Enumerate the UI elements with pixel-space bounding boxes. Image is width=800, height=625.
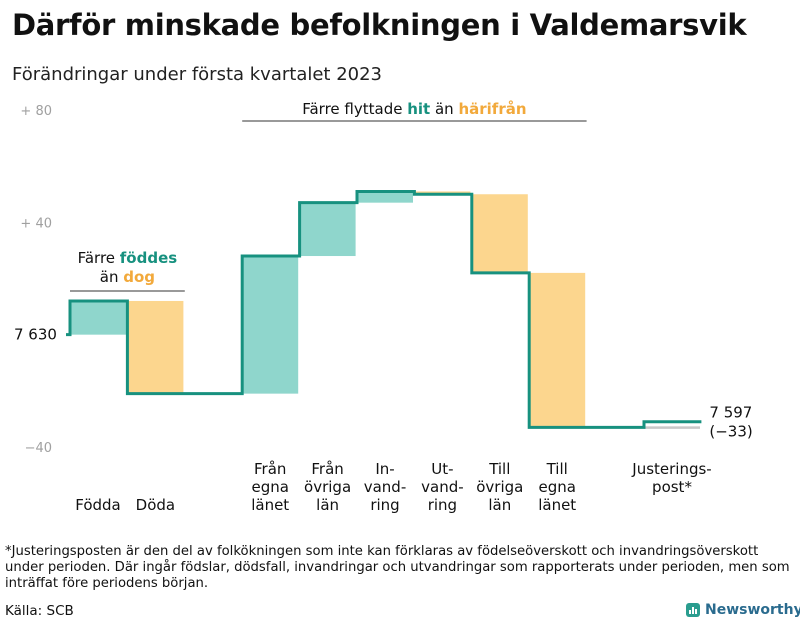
annotation-births-line1: Färre föddes [78,249,178,267]
x-tick-label: länet [538,496,576,514]
bar-till-övriga-län [471,194,528,273]
newsworthy-icon [686,603,700,617]
annotation-migration: Färre flyttade hit än härifrån [302,100,526,118]
x-tick-label: Döda [136,496,175,514]
newsworthy-logo: Newsworthy [686,602,800,618]
x-tick-label: Födda [75,496,121,514]
bar-till-egna-länet [529,272,586,428]
annotation-highlight-hit: hit [407,100,430,118]
annotation-highlight-harifran: härifrån [458,100,526,118]
annotation-highlight-fodda: föddes [120,249,177,267]
annotation-text: Färre flyttade [302,100,407,118]
x-tick-label: Till [546,460,568,478]
x-tick-label: Från [254,460,286,478]
x-tick-label: In- [375,460,394,478]
x-tick-label: Justerings- [631,460,711,478]
brand-name: Newsworthy [705,602,800,618]
x-tick-label: ring [428,496,457,514]
source-label: Källa: SCB [5,603,74,619]
x-tick-label: Från [311,460,343,478]
x-tick-label: Ut- [431,460,453,478]
bar-från-övriga-län [299,202,356,257]
y-tick-label: −40 [25,441,52,456]
x-tick-label: egna [251,478,288,496]
x-tick-label: vand- [364,478,407,496]
annotation-text: än [100,268,123,286]
bar-från-egna-länet [242,256,299,394]
final-change-label: (−33) [709,423,752,441]
annotation-text: Färre [78,249,120,267]
step-line [66,189,702,429]
x-tick-label: länet [251,496,289,514]
y-tick-label: + 80 [20,104,52,119]
final-value-label: 7 597 [709,404,752,422]
footnote: *Justeringsposten är den del av folkökni… [5,544,790,591]
x-tick-label: Till [488,460,510,478]
chart-subtitle: Förändringar under första kvartalet 2023 [12,64,383,85]
bar-justerings-post- [644,426,700,429]
x-tick-label: ring [370,496,399,514]
chart-title: Därför minskade befolkningen i Valdemars… [12,8,747,42]
baseline-label: 7 630 [14,326,57,344]
bar-in-vand-ring [357,191,413,203]
x-tick-label: vand- [421,478,464,496]
annotation-text: än [430,100,458,118]
annotation-births-line2: än dog [100,268,155,286]
x-tick-label: egna [538,478,575,496]
x-tick-label: län [316,496,339,514]
annotation-highlight-doda: dog [123,268,155,286]
bar-döda [127,300,184,394]
x-tick-label: övriga [304,478,351,496]
y-tick-label: + 40 [20,216,52,231]
x-tick-label: post* [652,478,692,496]
x-tick-label: övriga [476,478,523,496]
bar-födda [70,300,126,335]
x-tick-label: län [488,496,511,514]
